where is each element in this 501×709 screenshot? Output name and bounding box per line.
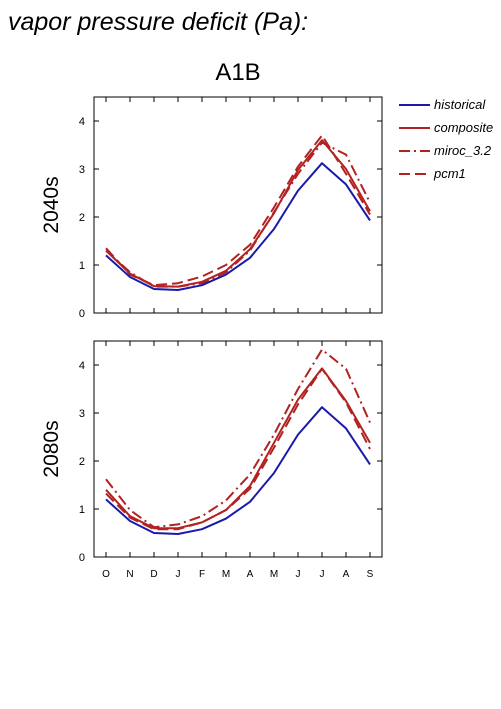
- y-tick-label: 2: [79, 212, 85, 224]
- series-line-composite: [105, 139, 371, 288]
- plot-frame: [93, 340, 383, 558]
- x-tick-label: A: [343, 569, 350, 580]
- panels: 0 1 2 3 4 2040s 0 1 2 3 4 O N D J F M A M J J A S 2080s: [40, 96, 383, 580]
- series-line-miroc_3.2: [105, 348, 371, 529]
- series-line-historical: [105, 406, 371, 535]
- x-tick-label: M: [270, 569, 278, 580]
- x-tick-label: M: [222, 569, 230, 580]
- legend-item-pcm1: pcm1: [399, 166, 466, 181]
- y-tick-label: 1: [79, 260, 85, 272]
- x-tick-label: J: [320, 569, 325, 580]
- x-tick-label: S: [367, 569, 374, 580]
- y-tick-label: 0: [79, 552, 85, 564]
- legend-label: historical: [434, 97, 486, 112]
- y-tick-label: 4: [79, 116, 85, 128]
- series-line-composite: [105, 367, 371, 530]
- y-tick-label: 3: [79, 408, 85, 420]
- y-axis-label: 2040s: [40, 176, 63, 233]
- x-tick-label: A: [247, 569, 254, 580]
- scenario-title: A1B: [215, 59, 260, 86]
- legend-label: miroc_3.2: [434, 143, 492, 158]
- legend-item-miroc_3.2: miroc_3.2: [399, 143, 492, 158]
- x-tick-label: D: [150, 569, 157, 580]
- y-axis-label: 2080s: [40, 420, 63, 477]
- x-tick-label: J: [296, 569, 301, 580]
- legend-item-composite: composite: [399, 120, 493, 135]
- x-tick-label: O: [102, 569, 110, 580]
- x-tick-label: F: [199, 569, 205, 580]
- plot-frame: [93, 96, 383, 314]
- legend-label: pcm1: [433, 166, 466, 181]
- legend-label: composite: [434, 120, 493, 135]
- x-tick-label: N: [126, 569, 133, 580]
- y-tick-label: 1: [79, 504, 85, 516]
- figure-title: vapor pressure deficit (Pa):: [8, 8, 308, 36]
- y-tick-label: 4: [79, 360, 85, 372]
- series-line-historical: [105, 162, 371, 291]
- x-tick-label: J: [176, 569, 181, 580]
- legend: historical composite miroc_3.2 pcm1: [399, 97, 493, 181]
- y-tick-label: 0: [79, 308, 85, 320]
- legend-item-historical: historical: [399, 97, 486, 112]
- y-tick-label: 3: [79, 164, 85, 176]
- series-line-pcm1: [105, 367, 371, 531]
- chart-panel-2080s: 0 1 2 3 4 O N D J F M A M J J A S 2080s: [40, 340, 383, 580]
- y-tick-label: 2: [79, 456, 85, 468]
- chart-panel-2040s: 0 1 2 3 4 2040s: [40, 96, 383, 320]
